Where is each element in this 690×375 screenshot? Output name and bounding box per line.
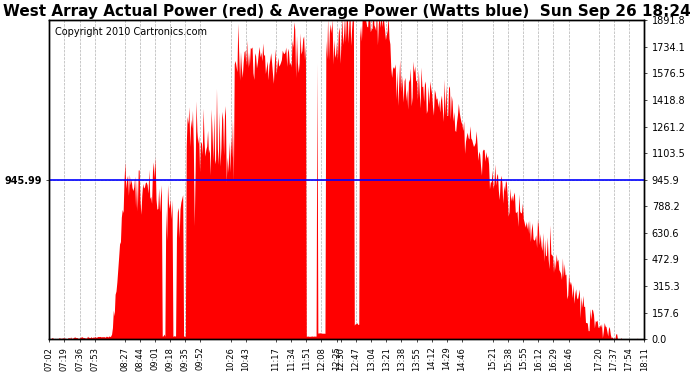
Text: Copyright 2010 Cartronics.com: Copyright 2010 Cartronics.com — [55, 27, 207, 37]
Title: West Array Actual Power (red) & Average Power (Watts blue)  Sun Sep 26 18:24: West Array Actual Power (red) & Average … — [3, 4, 690, 19]
